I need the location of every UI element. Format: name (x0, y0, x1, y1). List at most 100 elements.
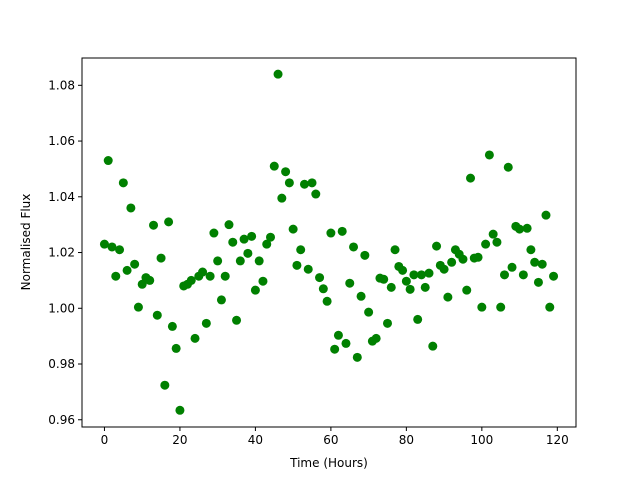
y-tick-label: 0.98 (48, 357, 75, 371)
data-point (232, 315, 242, 325)
data-point (220, 271, 230, 281)
data-point (164, 217, 174, 227)
data-point (273, 69, 283, 79)
data-point (405, 284, 415, 294)
data-point (390, 245, 400, 255)
data-point (115, 245, 125, 255)
data-point (307, 178, 317, 188)
data-point (481, 239, 491, 249)
data-point (496, 302, 506, 312)
data-point (235, 256, 245, 266)
data-point (382, 318, 392, 328)
data-point (360, 250, 370, 260)
data-point (545, 302, 555, 312)
data-point (137, 279, 147, 289)
y-axis-label: Normalised Flux (19, 194, 33, 291)
data-point (432, 241, 442, 251)
data-point (186, 275, 196, 285)
data-point (386, 282, 396, 292)
data-point (352, 352, 362, 362)
plot-frame (81, 57, 577, 428)
data-point (420, 282, 430, 292)
data-point (428, 341, 438, 351)
data-point (311, 189, 321, 199)
data-point (122, 265, 132, 275)
data-point (216, 295, 226, 305)
data-point (349, 242, 359, 252)
data-point (416, 270, 426, 280)
data-point (364, 307, 374, 317)
data-point (133, 302, 143, 312)
data-point (522, 223, 532, 233)
data-point (473, 252, 483, 262)
data-point (401, 276, 411, 286)
data-point (345, 278, 355, 288)
data-point (303, 264, 313, 274)
x-tick-label: 60 (323, 433, 338, 447)
data-point (458, 254, 468, 264)
data-point (413, 314, 423, 324)
data-point (371, 333, 381, 343)
data-point (299, 179, 309, 189)
data-point (130, 259, 140, 269)
data-point (107, 242, 117, 252)
x-tick-label: 80 (399, 433, 414, 447)
data-point (341, 338, 351, 348)
data-point (447, 257, 457, 267)
data-point (99, 239, 109, 249)
data-point (149, 220, 159, 230)
data-point (103, 156, 113, 166)
data-point (424, 268, 434, 278)
y-tick-label: 1.06 (48, 134, 75, 148)
data-point (322, 296, 332, 306)
data-point (526, 245, 536, 255)
data-point (258, 276, 268, 286)
data-point (326, 228, 336, 238)
data-point (156, 253, 166, 263)
data-point (213, 256, 223, 266)
data-point (356, 291, 366, 301)
data-point (533, 277, 543, 287)
data-point (488, 229, 498, 239)
x-tick-label: 0 (101, 433, 109, 447)
data-point (247, 231, 257, 241)
data-point (145, 275, 155, 285)
data-point (409, 270, 419, 280)
data-point (477, 302, 487, 312)
data-point (530, 257, 540, 267)
data-point (228, 237, 238, 247)
data-point (439, 264, 449, 274)
data-point (171, 343, 181, 353)
data-point (254, 256, 264, 266)
data-point (462, 285, 472, 295)
data-point (160, 380, 170, 390)
data-point (296, 245, 306, 255)
x-tick-label: 120 (546, 433, 569, 447)
data-point (330, 344, 340, 354)
data-point (250, 285, 260, 295)
data-point (515, 224, 525, 234)
data-point (484, 150, 494, 160)
data-point (379, 274, 389, 284)
data-point (224, 220, 234, 230)
x-tick-label: 40 (248, 433, 263, 447)
data-point (201, 318, 211, 328)
y-tick-label: 0.96 (48, 413, 75, 427)
data-point (118, 178, 128, 188)
data-point (209, 228, 219, 238)
data-point (466, 173, 476, 183)
data-point (269, 161, 279, 171)
x-tick-label: 100 (470, 433, 493, 447)
data-point (281, 167, 291, 177)
y-tick-label: 1.08 (48, 78, 75, 92)
data-point (190, 333, 200, 343)
x-axis-label: Time (Hours) (289, 456, 368, 470)
data-point (152, 310, 162, 320)
x-tick-label: 20 (172, 433, 187, 447)
data-point (537, 259, 547, 269)
y-tick-label: 1.02 (48, 246, 75, 260)
data-point (337, 226, 347, 236)
data-point (315, 273, 325, 283)
